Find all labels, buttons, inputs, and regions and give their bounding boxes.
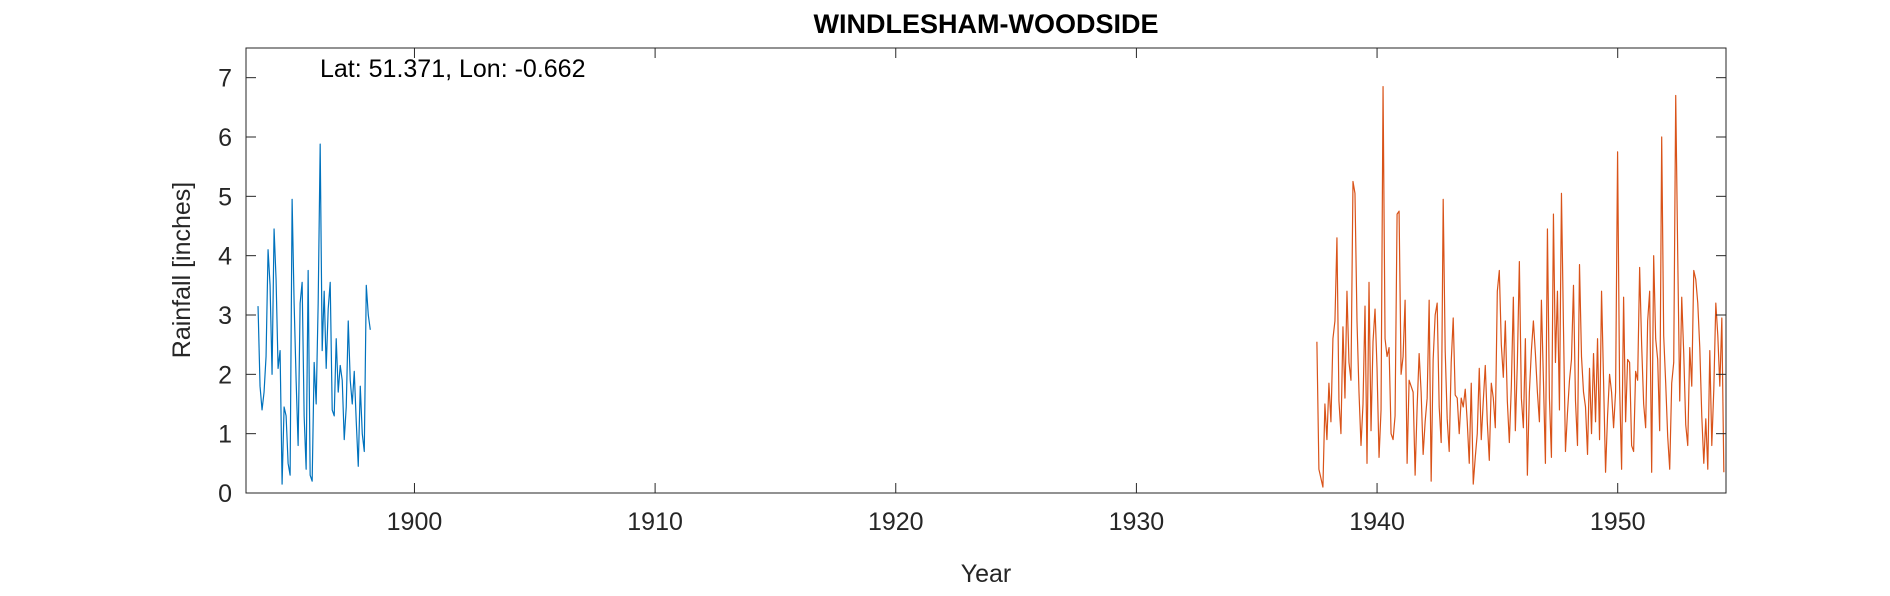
chart-title: WINDLESHAM-WOODSIDE	[814, 9, 1159, 39]
y-tick-label: 5	[218, 183, 232, 211]
location-annotation: Lat: 51.371, Lon: -0.662	[320, 55, 586, 83]
y-tick-label: 6	[218, 124, 232, 152]
x-axis-label: Year	[961, 560, 1012, 588]
y-tick-label: 3	[218, 302, 232, 330]
x-tick-label: 1940	[1349, 508, 1405, 536]
series-layer	[257, 85, 1725, 488]
series-line-1	[257, 143, 371, 485]
plot-frame	[245, 47, 1727, 494]
y-tick-label: 1	[218, 421, 232, 449]
x-tick-label: 1950	[1590, 508, 1646, 536]
x-tick-label: 1900	[387, 508, 443, 536]
y-tick-label: 4	[218, 243, 232, 271]
plot-area-background	[246, 48, 1726, 493]
axes-layer: 1900 1910 1920 1930 1940 1950 0 1 2 3 4 5 6 7	[218, 47, 1727, 536]
y-axis-label: Rainfall [inches]	[168, 182, 196, 358]
x-tick-label: 1930	[1109, 508, 1165, 536]
series-line-2	[1316, 85, 1725, 488]
y-tick-label: 7	[218, 65, 232, 93]
y-tick-label: 2	[218, 361, 232, 389]
y-tick-label: 0	[218, 480, 232, 508]
x-tick-label: 1920	[868, 508, 924, 536]
x-tick-label: 1910	[627, 508, 683, 536]
